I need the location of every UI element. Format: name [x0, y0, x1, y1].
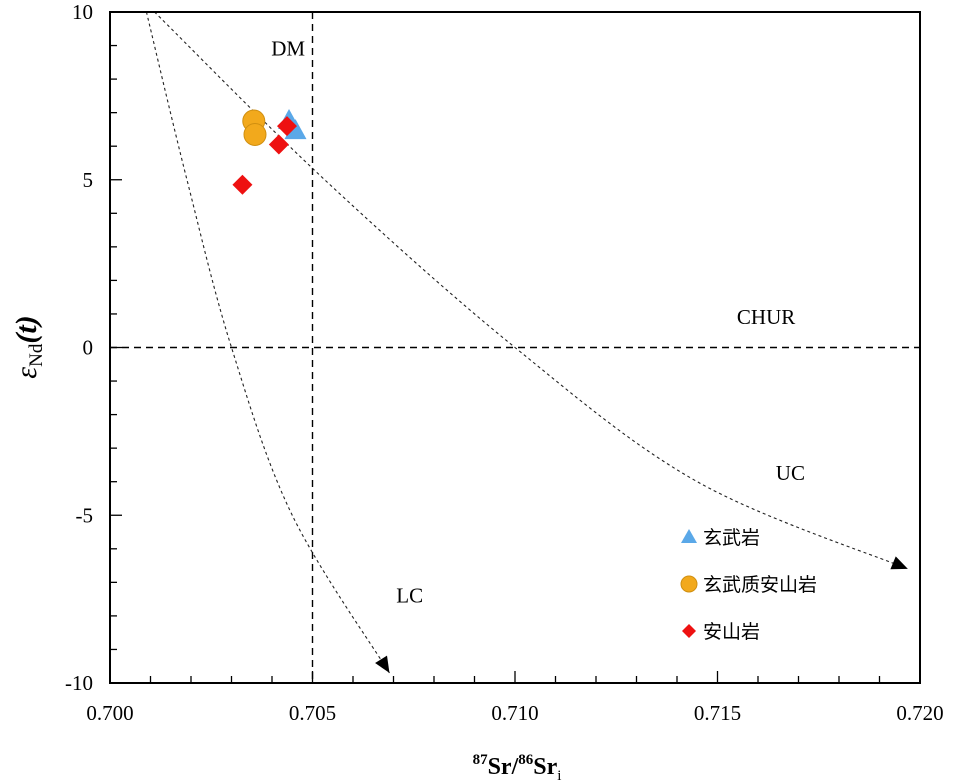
y-axis-title-symbol: ε	[10, 367, 43, 379]
data-points	[232, 109, 307, 195]
triangle-data-point	[284, 119, 307, 140]
uc-label: UC	[776, 461, 805, 485]
reference-lines	[110, 12, 920, 683]
dm-label: DM	[271, 37, 305, 61]
x-axis-title-base2: Sr	[533, 754, 557, 780]
x-tick-label: 0.720	[896, 701, 943, 725]
x-axis-title: 87Sr/86Sri	[473, 752, 562, 781]
y-tick-label: 5	[83, 168, 94, 192]
legend-triangle-marker	[681, 529, 697, 543]
y-tick-label: 0	[83, 336, 94, 360]
diamond-data-point	[276, 116, 297, 137]
y-tick-label: -5	[76, 503, 94, 527]
y-axis-title: εNd(t)	[10, 315, 47, 378]
y-tick-label: -10	[65, 671, 93, 695]
legend-label: 玄武岩	[703, 527, 760, 549]
y-axis-title-sub: Nd	[26, 343, 47, 367]
legend-label: 安山岩	[703, 621, 760, 643]
x-axis-title-sub: i	[557, 768, 561, 781]
legend-diamond-marker	[682, 624, 696, 638]
uc-mixing-curve	[154, 11, 909, 570]
lc-label: LC	[396, 583, 423, 607]
uc-arrowhead	[890, 556, 908, 570]
mixing-curves	[145, 11, 909, 674]
x-axis-title-sup1: 87	[473, 752, 489, 768]
axis-ticks: 0.700 0.705 0.710 0.715 0.720 -10 -5 0 5 10	[65, 0, 944, 725]
chur-label: CHUR	[737, 305, 795, 329]
x-tick-label: 0.705	[289, 701, 336, 725]
annotations: DM CHUR UC LC	[271, 37, 805, 608]
x-tick-label: 0.715	[694, 701, 741, 725]
x-axis-title-base1: Sr/	[488, 754, 519, 780]
diamond-data-point	[232, 174, 253, 195]
y-axis-title-arg: (t)	[10, 315, 43, 343]
circle-data-point	[243, 122, 267, 146]
lc-arrowhead	[375, 655, 390, 673]
y-tick-label: 10	[72, 0, 93, 24]
diamond-data-point	[268, 134, 289, 155]
legend-circle-marker	[680, 575, 698, 593]
x-tick-label: 0.710	[491, 701, 538, 725]
x-tick-label: 0.700	[86, 701, 133, 725]
lc-mixing-curve	[145, 11, 390, 674]
legend-label: 玄武质安山岩	[703, 574, 817, 596]
x-axis-title-sup2: 86	[518, 752, 534, 768]
